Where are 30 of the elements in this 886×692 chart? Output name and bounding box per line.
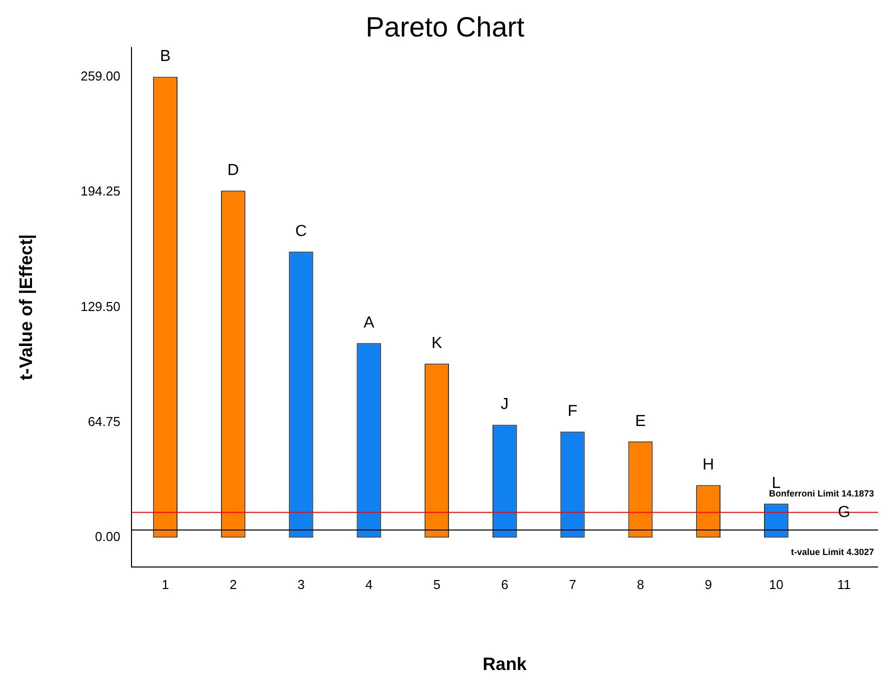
x-tick-label: 6	[501, 577, 508, 592]
annotation: F	[568, 402, 578, 420]
x-tick-label: 3	[297, 577, 305, 592]
y-tick-label: 194.25	[80, 184, 120, 199]
x-axis-title: Rank	[482, 654, 528, 674]
annotation: A	[364, 314, 375, 332]
ref-line-label: Bonferroni Limit 14.1873	[768, 488, 874, 498]
ref-line-label: t-value Limit 4.3027	[790, 546, 874, 557]
annotation: H	[702, 456, 714, 474]
y-tick-label: 259.00	[80, 68, 120, 84]
x-tick-label: 10	[768, 577, 784, 592]
x-tick-label: 2	[230, 577, 237, 592]
x-tick-label: 4	[365, 577, 373, 592]
x-tick-label: 5	[433, 577, 440, 592]
annotation: J	[500, 396, 509, 414]
x-tick-label: 8	[636, 577, 644, 592]
chart-title: Pareto Chart	[366, 12, 525, 43]
y-tick-label: 129.50	[80, 298, 120, 314]
y-tick-label: 64.75	[88, 414, 120, 429]
annotation: C	[295, 223, 307, 240]
annotation: E	[635, 412, 646, 430]
annotation: K	[431, 335, 442, 352]
x-tick-label: 11	[837, 577, 851, 592]
y-axis-title: t-Value of |Effect|	[16, 234, 36, 380]
x-tick-label: 9	[704, 577, 712, 592]
y-tick-label: 0.00	[95, 529, 120, 544]
annotation: D	[227, 162, 239, 180]
x-tick-label: 1	[162, 577, 169, 592]
annotation: B	[160, 48, 171, 66]
x-tick-label: 7	[568, 577, 576, 592]
